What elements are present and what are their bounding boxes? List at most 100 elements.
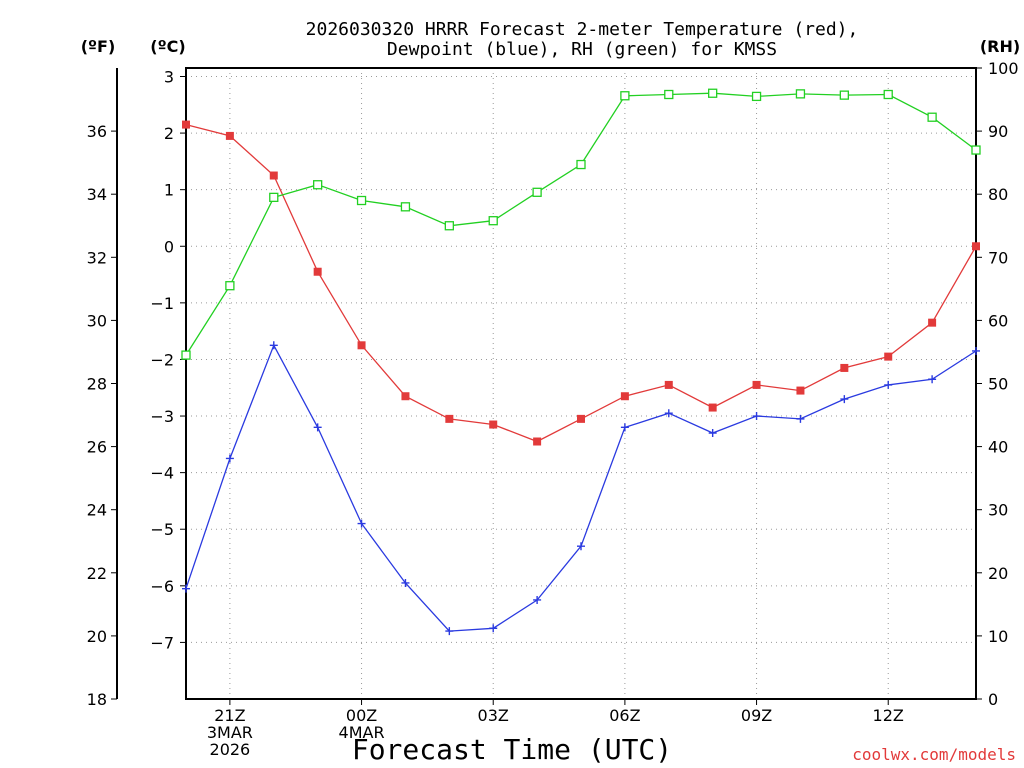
temperature-point	[884, 352, 893, 361]
dewpoint-point	[928, 375, 937, 384]
rh-point	[620, 91, 630, 101]
rh-point	[927, 112, 937, 122]
rh-point	[839, 90, 849, 100]
fahrenheit-tick-label: 32	[87, 248, 107, 267]
fahrenheit-tick-label: 26	[87, 438, 107, 457]
dewpoint-point	[225, 454, 234, 463]
rh-tick-label: 20	[988, 564, 1008, 583]
x-tick-label: 2026	[210, 740, 251, 759]
dewpoint-point	[489, 624, 498, 633]
rh-point	[400, 202, 411, 212]
fahrenheit-tick-label: 20	[87, 627, 107, 646]
fahrenheit-tick-label: 18	[87, 690, 107, 709]
celsius-tick-label: 3	[164, 67, 174, 86]
rh-tick-label: 80	[988, 185, 1008, 204]
celsius-tick-label: −3	[150, 407, 174, 426]
dewpoint-line	[185, 343, 977, 632]
temperature-point	[225, 131, 234, 140]
rh-point	[532, 187, 542, 197]
celsius-tick-label: −2	[150, 350, 174, 369]
x-tick-label: 09Z	[741, 706, 772, 725]
x-tick-label: 00Z	[346, 706, 377, 725]
x-tick-label: 06Z	[609, 706, 640, 725]
dewpoint-point	[620, 423, 629, 432]
temperature-point	[533, 437, 542, 446]
dewpoint-point	[972, 346, 980, 355]
celsius-tick-label: 1	[164, 181, 174, 200]
dewpoint-point	[313, 423, 322, 432]
rh-point	[313, 180, 323, 190]
temperature-point	[928, 318, 937, 327]
fahrenheit-unit-label: (ºF)	[81, 37, 116, 56]
temperature-point	[489, 420, 498, 429]
rh-point	[883, 89, 893, 100]
x-tick-label: 4MAR	[339, 723, 385, 742]
temperature-point	[972, 242, 980, 251]
dewpoint-point	[357, 519, 366, 528]
dewpoint-point	[577, 542, 585, 551]
rh-point	[751, 91, 762, 102]
chart-title-line-2: Dewpoint (blue), RH (green) for KMSS	[387, 39, 777, 60]
rh-tick-label: 70	[988, 248, 1008, 267]
dewpoint-point	[401, 578, 410, 587]
temperature-series	[182, 120, 980, 446]
temperature-line	[185, 123, 977, 443]
dewpoint-point	[182, 584, 190, 593]
rh-point	[795, 89, 806, 99]
rh-tick-label: 40	[988, 438, 1008, 457]
dewpoint-point	[840, 395, 849, 404]
rh-line	[185, 92, 977, 356]
fahrenheit-tick-label: 30	[87, 311, 107, 330]
fahrenheit-tick-label: 36	[87, 122, 107, 141]
series-group	[181, 88, 981, 636]
dewpoint-point	[884, 380, 893, 389]
celsius-tick-label: −6	[150, 577, 174, 596]
rh-point	[488, 216, 498, 226]
celsius-tick-label: −5	[150, 520, 174, 539]
temperature-point	[182, 120, 190, 129]
temperature-point	[840, 363, 849, 372]
credit-text: coolwx.com/models	[852, 745, 1016, 764]
celsius-unit-label: (ºC)	[150, 37, 185, 56]
x-tick-label: 3MAR	[207, 723, 253, 742]
rh-point	[576, 159, 586, 170]
dewpoint-point	[708, 429, 717, 438]
rh-point	[971, 145, 981, 155]
temperature-point	[313, 267, 322, 276]
rh-tick-label: 10	[988, 627, 1008, 646]
rh-tick-label: 90	[988, 122, 1008, 141]
dewpoint-point	[752, 412, 761, 421]
dewpoint-point	[664, 409, 673, 418]
fahrenheit-tick-label: 34	[87, 185, 107, 204]
rh-series	[181, 88, 981, 360]
chart-title-line-1: 2026030320 HRRR Forecast 2-meter Tempera…	[306, 19, 859, 40]
dewpoint-point	[533, 595, 542, 604]
rh-point	[181, 350, 191, 360]
temperature-point	[577, 414, 585, 423]
temperature-point	[620, 392, 629, 401]
dewpoint-point	[269, 341, 278, 350]
celsius-tick-label: 0	[164, 237, 174, 256]
dewpoint-point	[796, 414, 805, 423]
rh-tick-label: 30	[988, 501, 1008, 520]
rh-point	[708, 88, 718, 98]
axes: 3210−1−2−3−4−5−6−71820222426283032343601…	[87, 59, 1019, 759]
rh-tick-label: 0	[988, 690, 998, 709]
temperature-point	[401, 392, 410, 401]
rh-point	[225, 281, 235, 291]
x-tick-label: 21Z	[214, 706, 245, 725]
rh-point	[356, 195, 367, 206]
celsius-tick-label: −7	[150, 633, 174, 652]
rh-unit-label: (RH)	[980, 37, 1020, 56]
rh-point	[444, 221, 454, 231]
dewpoint-point	[445, 627, 454, 636]
temperature-point	[445, 414, 454, 423]
fahrenheit-tick-label: 22	[87, 564, 107, 583]
temperature-point	[664, 380, 673, 389]
fahrenheit-tick-label: 24	[87, 501, 107, 520]
celsius-tick-label: −1	[150, 294, 174, 313]
x-tick-label: 03Z	[478, 706, 509, 725]
rh-tick-label: 60	[988, 311, 1008, 330]
fahrenheit-tick-label: 28	[87, 375, 107, 394]
